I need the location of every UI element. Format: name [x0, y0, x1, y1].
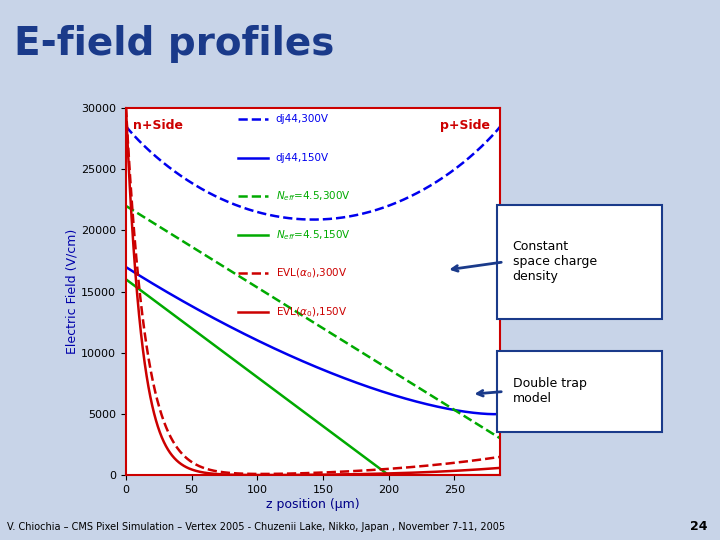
Text: V. Chiochia – CMS Pixel Simulation – Vertex 2005 - Chuzenii Lake, Nikko, Japan ,: V. Chiochia – CMS Pixel Simulation – Ver…	[7, 522, 505, 531]
Text: EVL($\alpha_0$),150V: EVL($\alpha_0$),150V	[276, 305, 347, 319]
Text: Constant
space charge
density: Constant space charge density	[513, 240, 597, 284]
FancyBboxPatch shape	[497, 205, 662, 319]
Text: E-field profiles: E-field profiles	[14, 25, 335, 63]
FancyBboxPatch shape	[497, 351, 662, 432]
X-axis label: z position (μm): z position (μm)	[266, 498, 360, 511]
Text: EVL($\alpha_0$),300V: EVL($\alpha_0$),300V	[276, 266, 347, 280]
Text: 24: 24	[690, 520, 707, 533]
Text: n+Side: n+Side	[133, 119, 184, 132]
Y-axis label: Electric Field (V/cm): Electric Field (V/cm)	[66, 229, 78, 354]
Text: p+Side: p+Side	[441, 119, 490, 132]
Text: $N_{eff}$=4.5,150V: $N_{eff}$=4.5,150V	[276, 228, 351, 241]
Text: dj44,150V: dj44,150V	[276, 153, 329, 163]
Text: Double trap
model: Double trap model	[513, 377, 587, 406]
Text: dj44,300V: dj44,300V	[276, 114, 329, 124]
Text: $N_{eff}$=4.5,300V: $N_{eff}$=4.5,300V	[276, 189, 351, 203]
